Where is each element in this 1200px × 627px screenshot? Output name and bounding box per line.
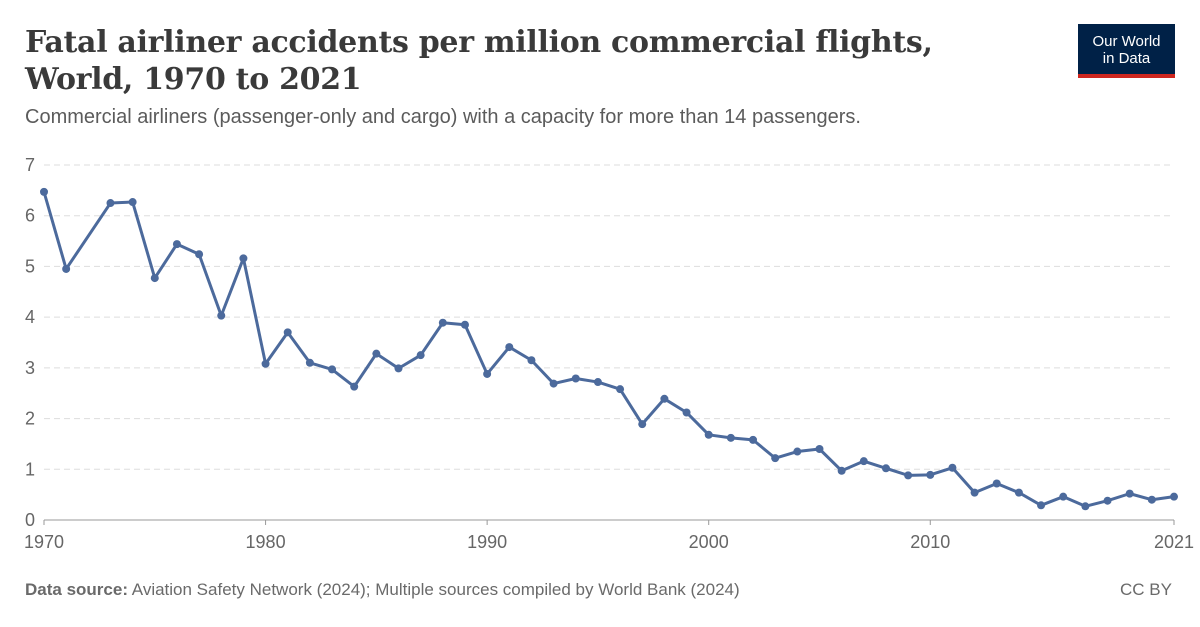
data-point[interactable] — [483, 369, 492, 378]
y-tick-label: 2 — [25, 409, 35, 429]
chart-subtitle: Commercial airliners (passenger-only and… — [25, 106, 861, 128]
y-tick-label: 3 — [25, 358, 35, 378]
data-source-label: Data source: — [25, 580, 128, 599]
series-line-layer — [42, 190, 1176, 508]
data-point[interactable] — [616, 385, 625, 394]
y-tick-label: 1 — [25, 459, 35, 479]
logo-line-2: in Data — [1102, 50, 1151, 67]
data-point[interactable] — [40, 187, 48, 196]
data-point[interactable] — [970, 488, 979, 497]
data-point[interactable] — [904, 471, 913, 480]
y-tick-label: 7 — [25, 155, 35, 175]
x-tick-label: 1980 — [246, 532, 286, 552]
data-point[interactable] — [682, 408, 691, 417]
data-point[interactable] — [837, 466, 846, 475]
data-point[interactable] — [438, 318, 447, 327]
data-point[interactable] — [1059, 492, 1068, 501]
data-point[interactable] — [217, 311, 226, 320]
data-point[interactable] — [992, 479, 1001, 488]
data-point[interactable] — [372, 349, 381, 358]
data-point[interactable] — [527, 356, 536, 365]
data-point[interactable] — [505, 343, 514, 352]
data-point[interactable] — [638, 420, 647, 429]
data-point[interactable] — [881, 464, 890, 473]
y-tick-label: 4 — [25, 307, 35, 327]
owid-logo[interactable]: Our World in Data — [1078, 24, 1175, 78]
data-point[interactable] — [726, 433, 735, 442]
y-tick-label: 6 — [25, 206, 35, 226]
data-point[interactable] — [859, 457, 868, 466]
data-point[interactable] — [1125, 489, 1134, 498]
data-point[interactable] — [172, 240, 181, 249]
data-point[interactable] — [1147, 495, 1156, 504]
data-point[interactable] — [416, 351, 425, 360]
data-point[interactable] — [305, 358, 314, 367]
license-link[interactable]: CC BY — [1120, 580, 1172, 599]
data-point[interactable] — [350, 382, 359, 391]
data-point[interactable] — [261, 359, 270, 368]
data-point[interactable] — [328, 365, 337, 374]
x-tick-label: 1990 — [467, 532, 507, 552]
data-point[interactable] — [1081, 502, 1090, 511]
data-point[interactable] — [549, 379, 558, 388]
data-point[interactable] — [195, 250, 204, 259]
data-point[interactable] — [704, 430, 713, 439]
axes: 0 1 2 3 4 5 6 7 1970 1980 1990 2000 2010 2021 — [24, 155, 1194, 552]
y-tick-label: 0 — [25, 510, 35, 530]
data-source: Data source: Aviation Safety Network (20… — [25, 580, 740, 600]
data-point[interactable] — [1103, 496, 1112, 505]
data-point[interactable] — [106, 199, 115, 208]
data-point[interactable] — [283, 328, 292, 337]
y-tick-label: 5 — [25, 256, 35, 276]
data-point[interactable] — [793, 447, 802, 456]
data-point[interactable] — [771, 454, 780, 463]
data-point[interactable] — [128, 198, 137, 207]
data-point[interactable] — [926, 470, 935, 479]
data-point[interactable] — [62, 264, 71, 273]
data-point[interactable] — [593, 378, 602, 387]
grid-lines — [44, 164, 1174, 470]
x-tick-label: 2000 — [689, 532, 729, 552]
data-point[interactable] — [239, 254, 248, 263]
data-point[interactable] — [460, 320, 469, 329]
x-tick-label: 2021 — [1154, 532, 1194, 552]
data-point[interactable] — [1014, 488, 1023, 497]
data-point[interactable] — [571, 374, 580, 383]
data-point[interactable] — [815, 445, 824, 453]
series-line[interactable] — [42, 190, 1176, 508]
data-point[interactable] — [394, 364, 403, 373]
chart-title: Fatal airliner accidents per million com… — [25, 25, 933, 97]
data-point[interactable] — [660, 394, 669, 403]
data-point[interactable] — [1170, 492, 1178, 501]
data-point[interactable] — [150, 274, 159, 283]
data-source-text[interactable]: Aviation Safety Network (2024); Multiple… — [131, 580, 740, 599]
data-point[interactable] — [749, 435, 758, 444]
logo-line-1: Our World — [1092, 33, 1161, 50]
x-tick-label: 1970 — [24, 532, 64, 552]
x-tick-label: 2010 — [910, 532, 950, 552]
data-points — [40, 187, 1178, 511]
data-point[interactable] — [948, 463, 957, 472]
data-point[interactable] — [1037, 501, 1046, 510]
